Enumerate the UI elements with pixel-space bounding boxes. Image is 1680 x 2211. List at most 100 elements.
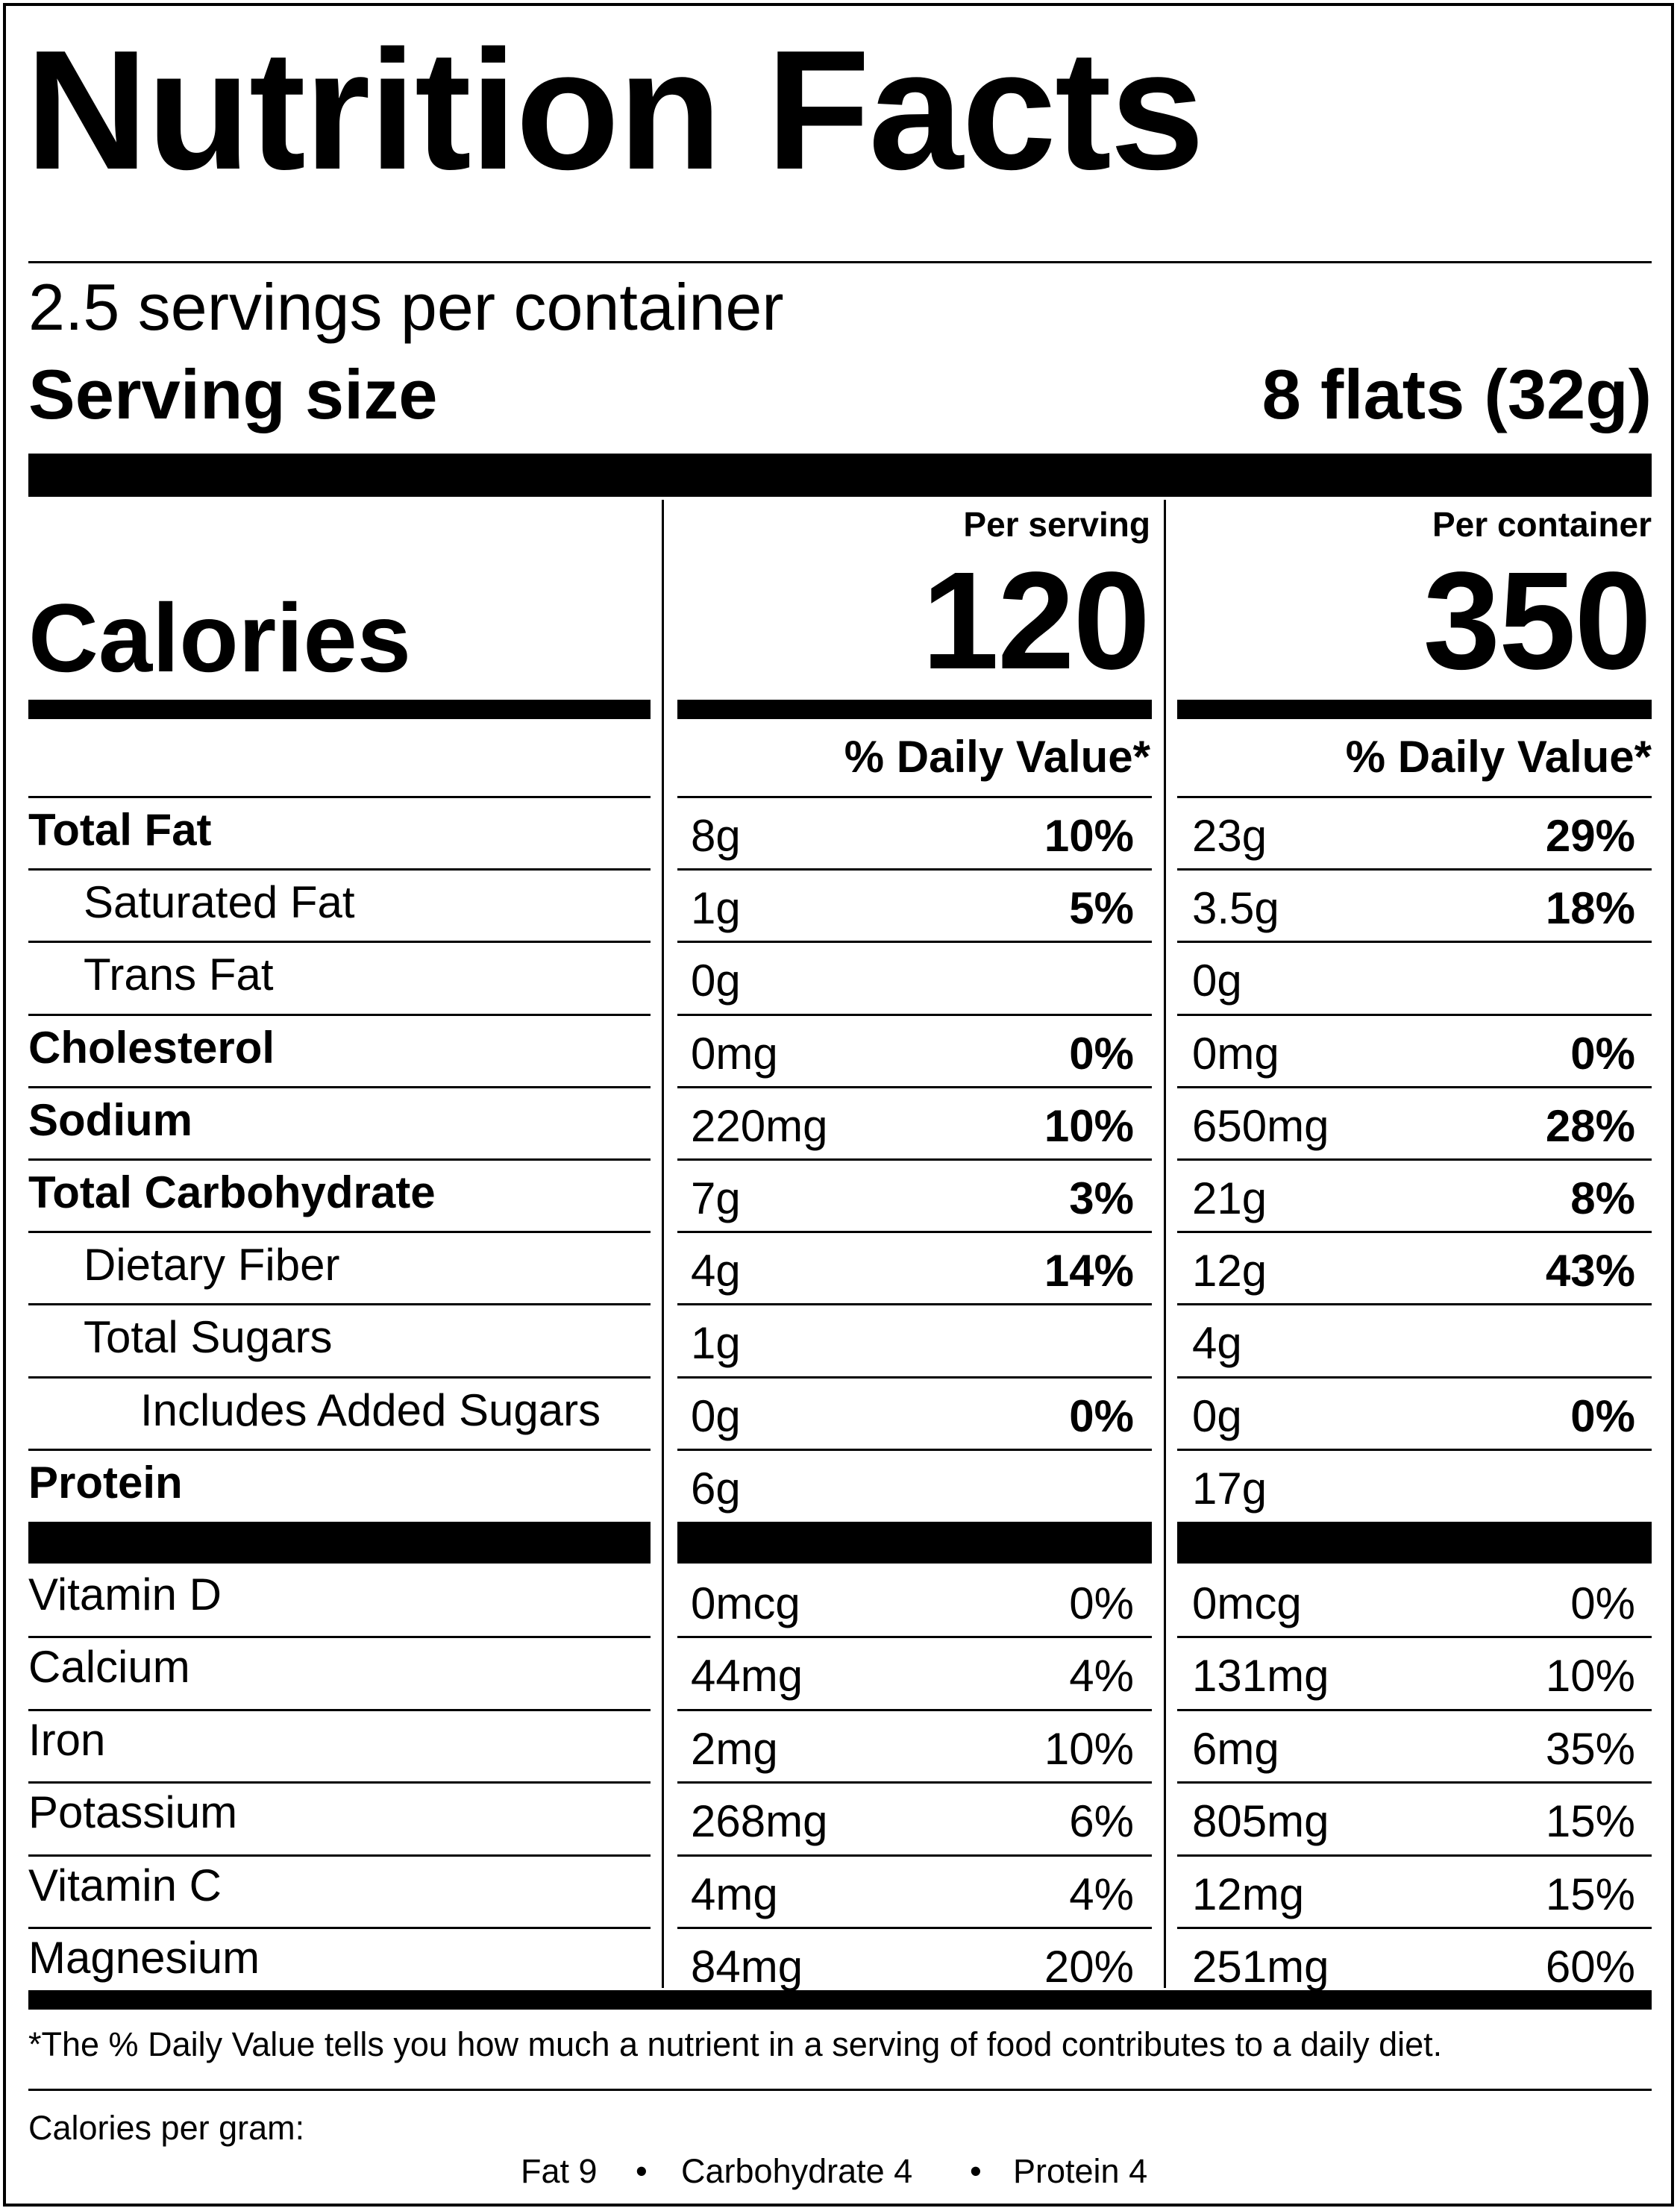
row-rule-serving [677, 1086, 1152, 1088]
vitamin-amount-serving: 84mg [691, 1942, 803, 1992]
serving-size-label: Serving size [28, 355, 438, 433]
daily-value-header-serving: % Daily Value* [844, 732, 1150, 782]
vitamin-amount-serving: 4mg [691, 1869, 778, 1919]
nutrient-dv-container: 8% [1570, 1173, 1635, 1223]
nutrient-name: Total Fat [28, 805, 212, 855]
nutrient-amount-container: 650mg [1192, 1101, 1329, 1151]
row-rule-label [28, 1854, 651, 1857]
nutrient-amount-container: 12g [1192, 1246, 1267, 1296]
vitamin-dv-container: 60% [1545, 1942, 1635, 1992]
row-rule-label [28, 1636, 651, 1638]
row-rule-container [1177, 1086, 1652, 1088]
vitamin-amount-container: 12mg [1192, 1869, 1305, 1919]
row-rule-serving [677, 1854, 1152, 1857]
row-rule-label [28, 1014, 651, 1016]
vitamin-name: Potassium [28, 1787, 238, 1837]
servings-per-container: 2.5 servings per container [28, 270, 784, 344]
nutrient-amount-container: 0g [1192, 1391, 1242, 1441]
nutrient-amount-serving: 220mg [691, 1101, 828, 1151]
nutrient-amount-serving: 0mg [691, 1029, 778, 1079]
row-rule-serving [677, 1636, 1152, 1638]
row-rule-label [28, 868, 651, 871]
nutrient-name: Total Sugars [84, 1312, 333, 1362]
nutrient-amount-container: 21g [1192, 1173, 1267, 1223]
vitamin-dv-serving: 4% [1069, 1869, 1134, 1919]
calories-per-gram-fat: Fat 9 [521, 2152, 598, 2190]
row-rule-container [1177, 868, 1652, 871]
vitamin-amount-container: 0mcg [1192, 1578, 1302, 1628]
column-divider-left [662, 500, 664, 1988]
vitamin-dv-container: 15% [1545, 1796, 1635, 1846]
calories-label: Calories [28, 583, 412, 692]
row-rule-serving [677, 1158, 1152, 1161]
row-rule-container [1177, 1709, 1652, 1711]
row-rule-label [28, 1927, 651, 1929]
nutrient-dv-serving: 5% [1069, 883, 1134, 933]
serving-size-thick-rule [28, 454, 1652, 497]
row-rule-label [28, 1086, 651, 1088]
row-rule-serving [677, 1376, 1152, 1379]
daily-value-header-container: % Daily Value* [1345, 732, 1652, 782]
nutrient-amount-container: 0g [1192, 956, 1242, 1006]
calories-per-gram-protein: Protein 4 [1013, 2152, 1148, 2190]
title-rule [28, 261, 1652, 263]
nutrient-amount-container: 0mg [1192, 1029, 1279, 1079]
row-rule-label [28, 1231, 651, 1233]
calories-per-gram-carbohydrate: Carbohydrate 4 [681, 2152, 913, 2190]
protein-rule-container [1177, 1522, 1652, 1564]
nutrient-amount-container: 17g [1192, 1464, 1267, 1514]
row-rule-serving [677, 796, 1152, 798]
row-rule-serving [677, 1781, 1152, 1784]
nutrient-amount-container: 3.5g [1192, 883, 1279, 933]
nutrient-amount-serving: 1g [691, 1318, 741, 1368]
vitamin-amount-container: 805mg [1192, 1796, 1329, 1846]
row-rule-container [1177, 1927, 1652, 1929]
row-rule-container [1177, 1303, 1652, 1305]
nutrient-name: Trans Fat [84, 950, 274, 1000]
calories-per-container: 350 [1423, 544, 1652, 698]
row-rule-label [28, 796, 651, 798]
vitamin-amount-container: 131mg [1192, 1651, 1329, 1701]
vitamin-amount-serving: 268mg [691, 1796, 828, 1846]
nutrient-amount-serving: 1g [691, 883, 741, 933]
row-rule-container [1177, 1854, 1652, 1857]
nutrient-dv-container: 0% [1570, 1029, 1635, 1079]
row-rule-serving [677, 1014, 1152, 1016]
nutrient-amount-container: 4g [1192, 1318, 1242, 1368]
nutrient-name: Cholesterol [28, 1023, 275, 1073]
nutrient-dv-container: 18% [1545, 883, 1635, 933]
vitamin-dv-serving: 0% [1069, 1578, 1134, 1628]
nutrient-dv-serving: 10% [1044, 811, 1134, 861]
row-rule-container [1177, 1231, 1652, 1233]
vitamin-name: Calcium [28, 1642, 190, 1692]
vitamin-amount-container: 251mg [1192, 1942, 1329, 1992]
nutrient-amount-container: 23g [1192, 811, 1267, 861]
vitamin-dv-container: 35% [1545, 1724, 1635, 1774]
nutrient-dv-serving: 3% [1069, 1173, 1134, 1223]
vitamin-name: Magnesium [28, 1933, 260, 1983]
vitamin-dv-serving: 20% [1044, 1942, 1134, 1992]
nutrition-facts-label [3, 3, 1674, 2207]
row-rule-serving [677, 868, 1152, 871]
bullet-separator: • [970, 2152, 982, 2190]
row-rule-serving [677, 1449, 1152, 1451]
nutrient-name: Total Carbohydrate [28, 1167, 436, 1217]
nutrient-dv-container: 28% [1545, 1101, 1635, 1151]
row-rule-container [1177, 1781, 1652, 1784]
calories-rule-label [28, 700, 651, 719]
row-rule-container [1177, 796, 1652, 798]
nutrient-name: Includes Added Sugars [140, 1385, 601, 1435]
calories-rule-serving [677, 700, 1152, 719]
nutrient-amount-serving: 8g [691, 811, 741, 861]
daily-value-footnote: *The % Daily Value tells you how much a … [28, 2025, 1443, 2063]
calories-rule-container [1177, 700, 1652, 719]
protein-rule-label [28, 1522, 651, 1564]
row-rule-label [28, 1781, 651, 1784]
calories-per-serving: 120 [921, 544, 1150, 698]
vitamin-amount-serving: 2mg [691, 1724, 778, 1774]
row-rule-container [1177, 1014, 1652, 1016]
vitamin-dv-serving: 10% [1044, 1724, 1134, 1774]
page-title: Nutrition Facts [25, 16, 1205, 205]
row-rule-container [1177, 941, 1652, 943]
vitamin-amount-serving: 0mcg [691, 1578, 800, 1628]
